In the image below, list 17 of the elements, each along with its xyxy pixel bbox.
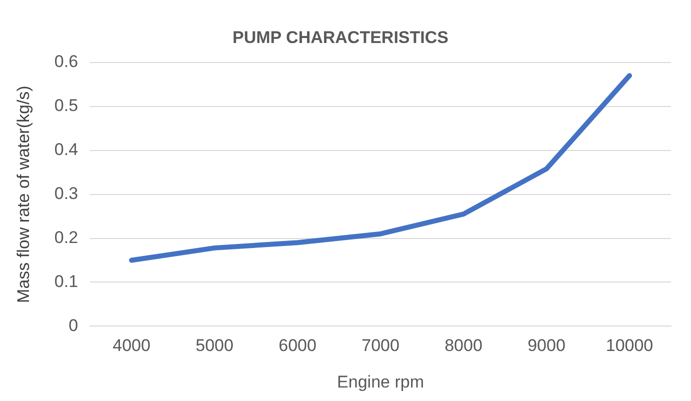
x-tick-label: 7000 <box>362 336 400 356</box>
x-tick-label: 9000 <box>528 336 566 356</box>
x-tick-label: 6000 <box>278 336 316 356</box>
y-tick-label: 0.4 <box>54 140 78 160</box>
x-tick-label: 5000 <box>196 336 234 356</box>
y-axis-title: Mass flow rate of water(kg/s) <box>14 86 33 303</box>
y-tick-label: 0 <box>68 316 78 335</box>
y-tick-label: 0.1 <box>54 272 78 291</box>
x-tick-label: 10000 <box>606 336 654 356</box>
y-tick-label: 0.3 <box>54 184 78 203</box>
y-tick-label: 0.5 <box>54 96 78 116</box>
x-tick-label: 4000 <box>112 336 150 356</box>
x-tick-label: 8000 <box>444 336 482 356</box>
y-tick-label: 0.6 <box>54 52 78 72</box>
x-axis-title: Engine rpm <box>337 372 424 392</box>
chart-title: PUMP CHARACTERISTICS <box>232 28 448 47</box>
y-tick-label: 0.2 <box>54 228 78 247</box>
